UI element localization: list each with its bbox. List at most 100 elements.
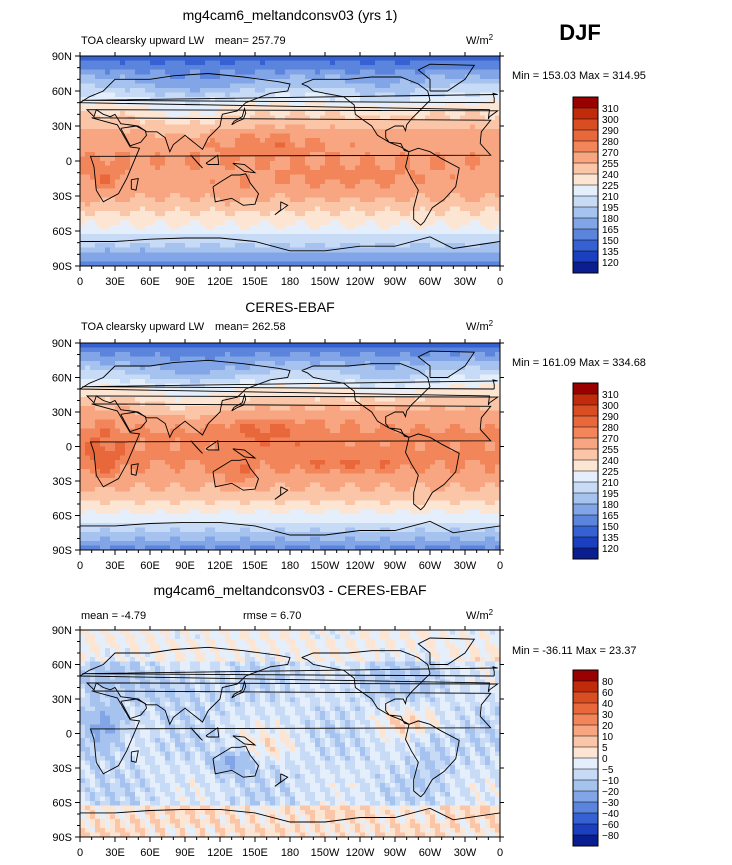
colorbar-swatch xyxy=(573,438,598,449)
colorbar-swatch xyxy=(573,427,598,438)
colorbar-swatch xyxy=(573,504,598,515)
map-panel-2: CERES-EBAF TOA clearsky upward LW mean= 26… xyxy=(52,299,646,572)
x-tick-label: 30W xyxy=(454,847,477,859)
colorbar-swatch xyxy=(573,207,598,218)
x-tick-label: 0 xyxy=(77,276,83,288)
units-superscript: 2 xyxy=(489,608,494,617)
y-tick-label: 60S xyxy=(52,511,72,523)
x-tick-label: 150E xyxy=(242,276,268,288)
colorbar-label: 195 xyxy=(602,203,619,214)
colorbar-label: −60 xyxy=(602,820,619,831)
x-tick-label: 30E xyxy=(105,276,125,288)
colorbar-label: 5 xyxy=(602,743,608,754)
colorbar: 3103002902802702552402252101951801651501… xyxy=(572,96,619,274)
colorbar-swatch xyxy=(573,251,598,262)
y-tick-label: 60N xyxy=(52,373,72,385)
colorbar-swatch xyxy=(573,681,598,692)
colorbar-label: 300 xyxy=(602,115,619,126)
x-tick-label: 150E xyxy=(242,560,268,572)
panel-subtitle: TOA clearsky upward LW xyxy=(81,35,205,47)
x-tick-label: 120W xyxy=(346,276,375,288)
colorbar-swatch xyxy=(573,747,598,758)
x-tick-label: 60W xyxy=(419,847,442,859)
colorbar-swatch xyxy=(573,802,598,813)
x-tick-label: 150W xyxy=(311,560,340,572)
colorbar-label: 165 xyxy=(602,511,619,522)
panel-minmax: Min = -36.11 Max = 23.37 xyxy=(512,645,637,657)
colorbar-label: 195 xyxy=(602,489,619,500)
x-tick-label: 30E xyxy=(105,847,125,859)
units-label: W/m2 xyxy=(466,608,494,622)
colorbar-swatch xyxy=(573,130,598,141)
colorbar-swatch xyxy=(573,482,598,493)
x-tick-label: 60W xyxy=(419,560,442,572)
colorbar-label: −40 xyxy=(602,809,619,820)
colorbar-swatch xyxy=(573,670,598,681)
x-tick-label: 120W xyxy=(346,847,375,859)
colorbar-label: 255 xyxy=(602,159,619,170)
colorbar-swatch xyxy=(573,163,598,174)
season-label: DJF xyxy=(559,20,601,45)
map-panel-3: mg4cam6_meltandconsv03 - CERES-EBAF mean … xyxy=(52,582,637,859)
x-tick-label: 180 xyxy=(281,847,299,859)
colorbar-swatch xyxy=(573,835,598,846)
map-panel-1: mg4cam6_meltandconsv03 (yrs 1) TOA clears… xyxy=(52,7,646,288)
y-tick-label: 30S xyxy=(52,763,72,775)
colorbar-label: 20 xyxy=(602,721,614,732)
colorbar-label: −30 xyxy=(602,798,619,809)
colorbar-label: 240 xyxy=(602,456,619,467)
colorbar-swatch xyxy=(573,405,598,416)
colorbar-label: 0 xyxy=(602,754,608,765)
colorbar-label: 225 xyxy=(602,181,619,192)
y-tick-label: 90S xyxy=(52,545,72,557)
colorbar-label: 10 xyxy=(602,732,614,743)
colorbar-swatch xyxy=(573,416,598,427)
colorbar-swatch xyxy=(573,119,598,130)
y-tick-label: 90S xyxy=(52,832,72,844)
colorbar-label: 225 xyxy=(602,467,619,478)
colorbar-swatch xyxy=(573,758,598,769)
x-tick-label: 120W xyxy=(346,560,375,572)
y-tick-label: 30S xyxy=(52,191,72,203)
x-tick-label: 0 xyxy=(497,847,503,859)
colorbar-label: 270 xyxy=(602,434,619,445)
colorbar-swatch xyxy=(573,108,598,119)
units-label: W/m2 xyxy=(466,33,494,47)
colorbar-label: 150 xyxy=(602,236,619,247)
colorbar-swatch xyxy=(573,736,598,747)
x-tick-label: 60E xyxy=(140,276,160,288)
y-tick-label: 30N xyxy=(52,121,72,133)
colorbar-swatch xyxy=(573,692,598,703)
x-tick-label: 90W xyxy=(384,276,407,288)
colorbar-label: 290 xyxy=(602,126,619,137)
y-tick-label: 0 xyxy=(66,156,72,168)
colorbar-label: 210 xyxy=(602,478,619,489)
x-tick-label: 90E xyxy=(175,560,195,572)
colorbar-label: 240 xyxy=(602,170,619,181)
colorbar-swatch xyxy=(573,185,598,196)
colorbar-swatch xyxy=(573,813,598,824)
units-label: W/m2 xyxy=(466,319,494,333)
colorbar-swatch xyxy=(573,526,598,537)
coastlines xyxy=(80,350,500,536)
colorbar-swatch xyxy=(573,780,598,791)
y-tick-label: 0 xyxy=(66,442,72,454)
y-tick-label: 60N xyxy=(52,660,72,672)
x-tick-label: 30E xyxy=(105,560,125,572)
x-tick-label: 120E xyxy=(207,276,233,288)
colorbar-label: 280 xyxy=(602,137,619,148)
panel-mean: mean = -4.79 xyxy=(81,610,146,622)
colorbar-label: 290 xyxy=(602,412,619,423)
colorbar-swatch xyxy=(573,383,598,394)
x-tick-label: 60E xyxy=(140,560,160,572)
colorbar-label: 270 xyxy=(602,148,619,159)
colorbar-label: 120 xyxy=(602,258,619,269)
colorbar-label: −5 xyxy=(602,765,614,776)
x-tick-label: 90E xyxy=(175,847,195,859)
y-tick-label: 90N xyxy=(52,625,72,637)
y-tick-label: 90N xyxy=(52,338,72,350)
map-field xyxy=(80,343,500,550)
colorbar-swatch xyxy=(573,218,598,229)
colorbar-swatch xyxy=(573,97,598,108)
